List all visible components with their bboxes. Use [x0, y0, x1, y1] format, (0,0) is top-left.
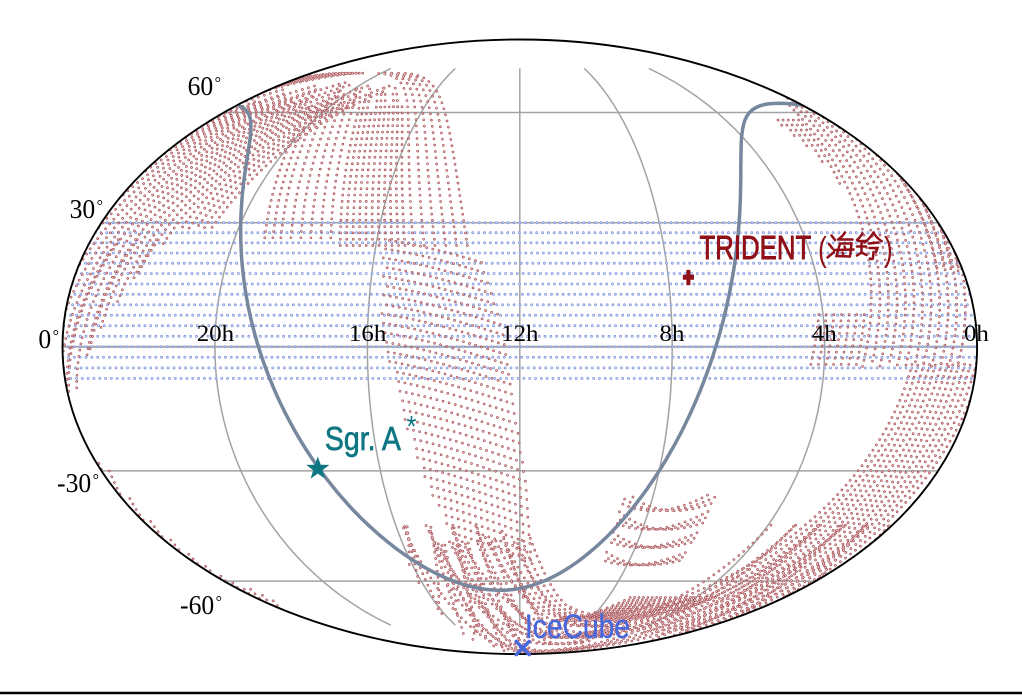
svg-text:Sgr. A: Sgr. A — [325, 420, 401, 458]
svg-text:-60°: -60° — [180, 590, 222, 620]
svg-text:8h: 8h — [660, 321, 685, 347]
svg-text:20h: 20h — [197, 321, 234, 347]
svg-text:IceCube: IceCube — [525, 607, 630, 645]
svg-text:(: ( — [818, 232, 827, 269]
svg-text:0h: 0h — [964, 321, 989, 347]
svg-text:): ) — [884, 232, 893, 269]
svg-text:16h: 16h — [349, 321, 386, 347]
svg-text:4h: 4h — [812, 321, 837, 347]
svg-text:TRIDENT: TRIDENT — [700, 230, 812, 267]
svg-text:*: * — [407, 410, 417, 443]
svg-text:12h: 12h — [501, 321, 538, 347]
